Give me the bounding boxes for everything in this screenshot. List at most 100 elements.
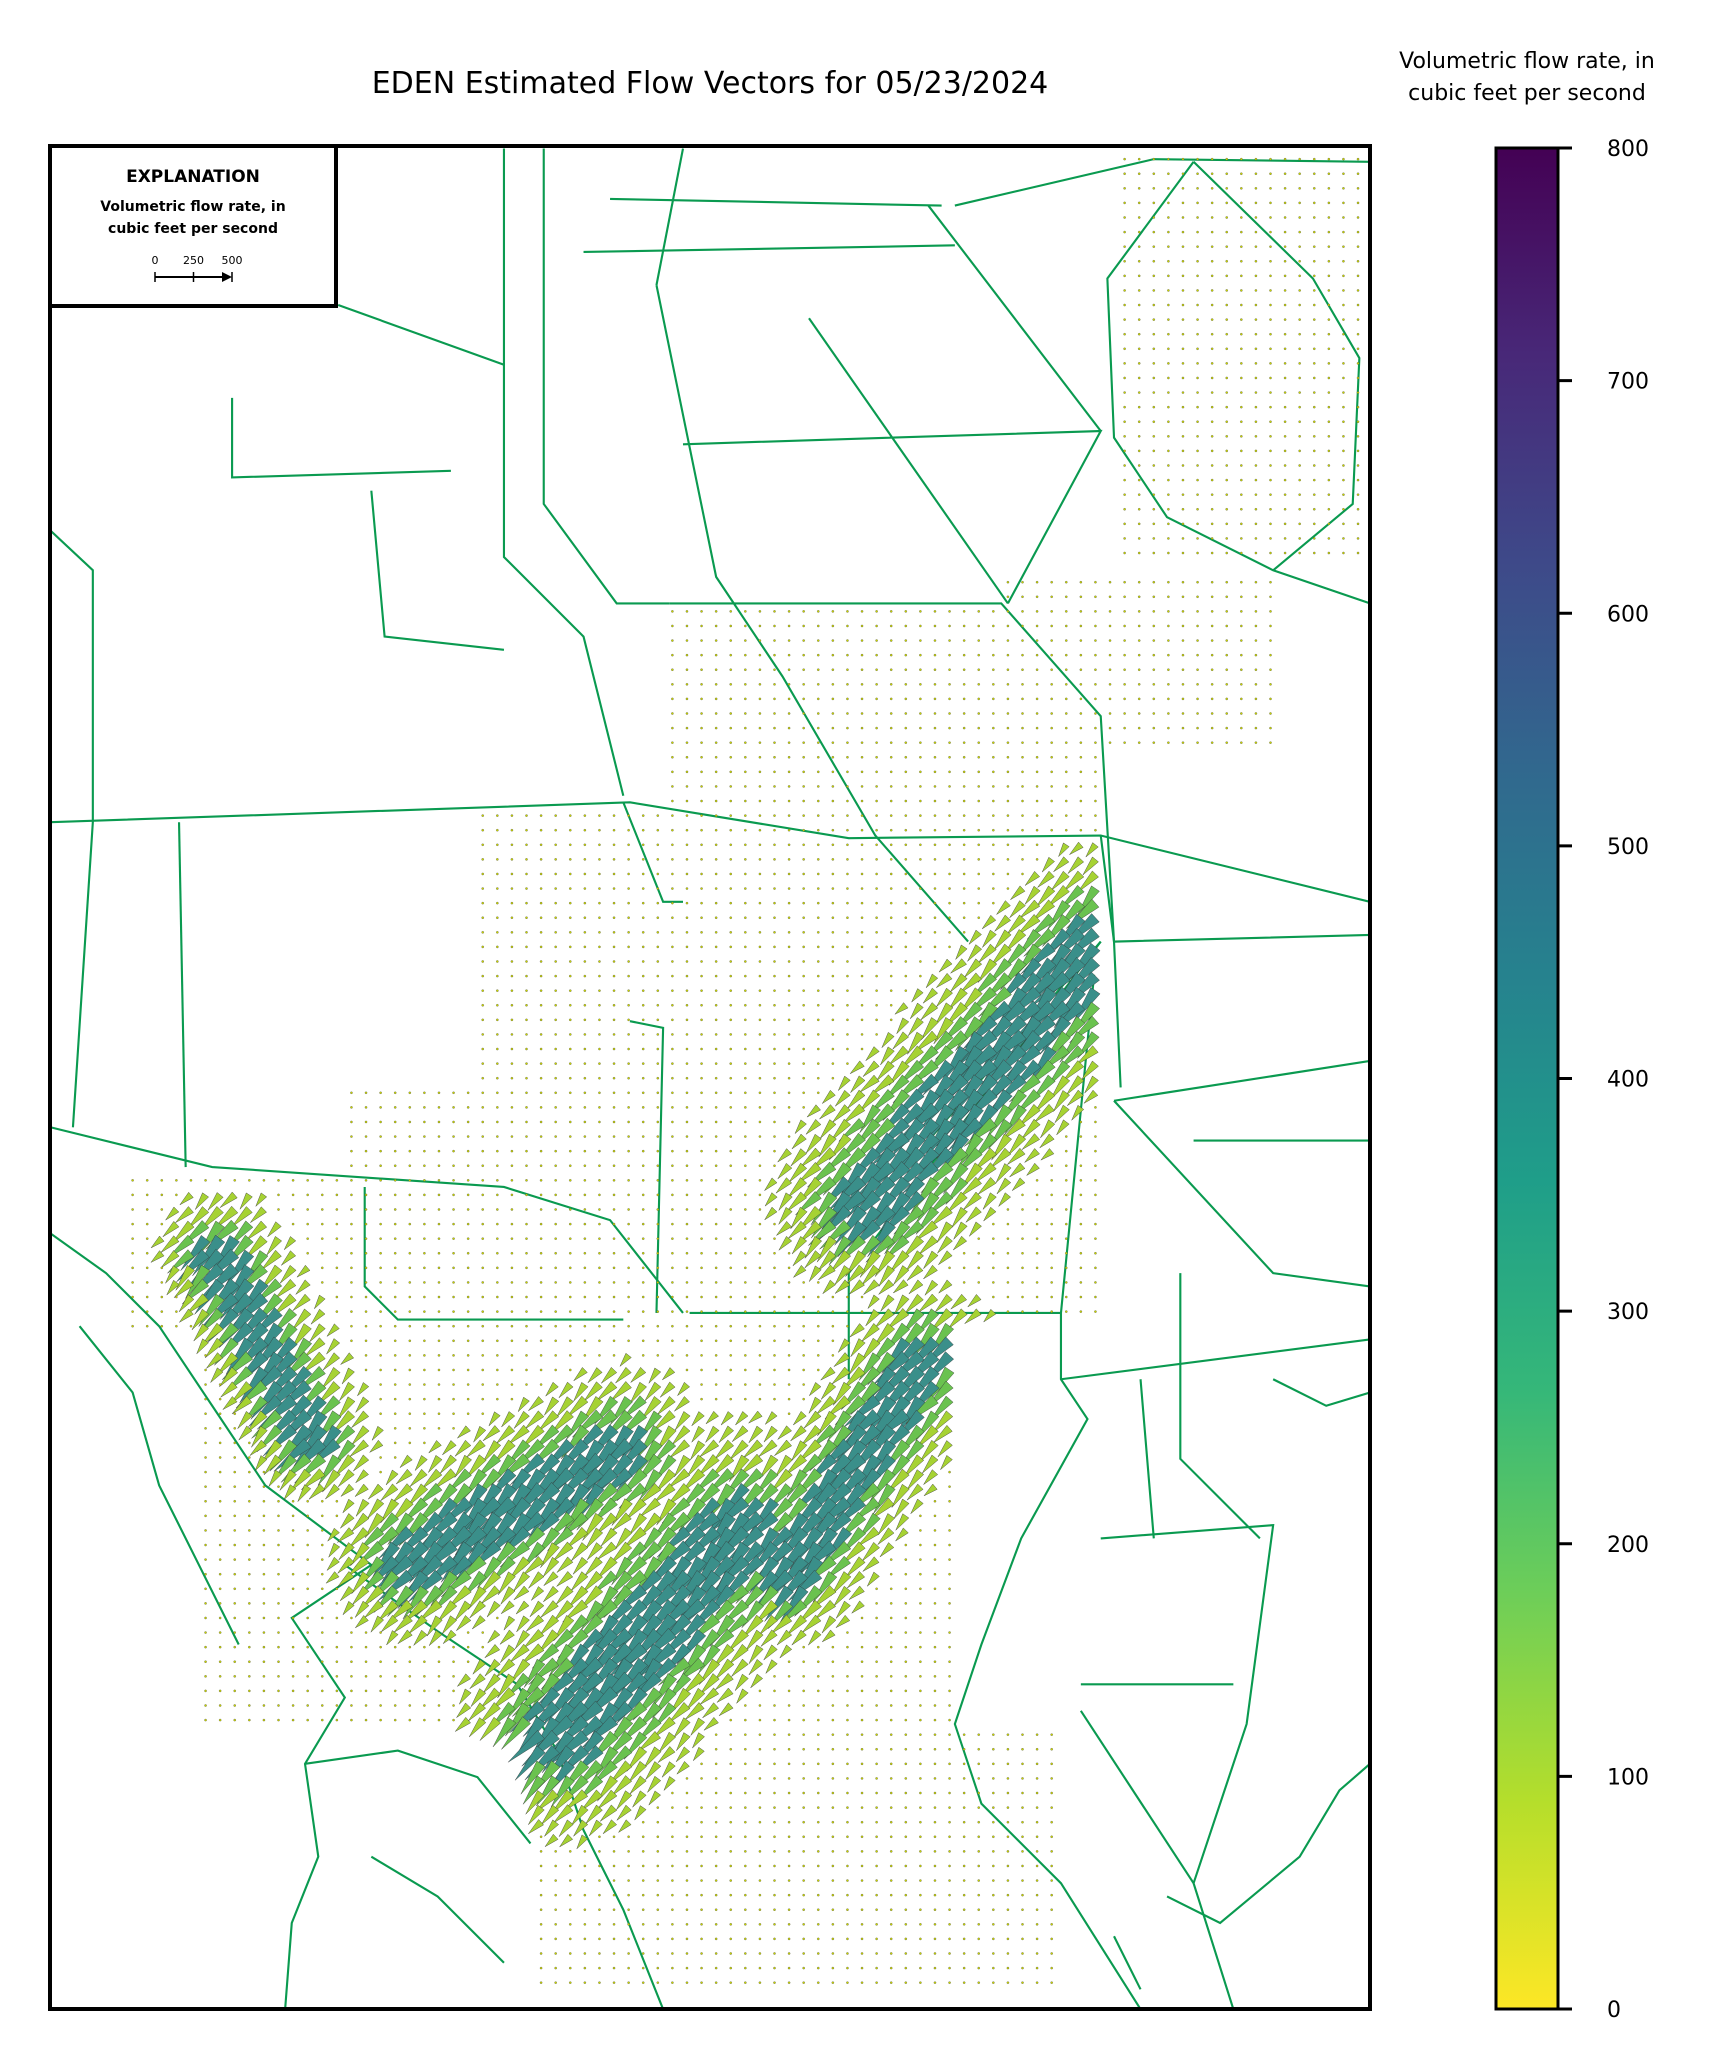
flow-dot: [1007, 1792, 1009, 1794]
flow-dot: [948, 1690, 950, 1692]
flow-dot: [963, 625, 965, 627]
flow-dot: [1240, 727, 1242, 729]
flow-dot: [1138, 464, 1140, 466]
flow-dot: [1226, 683, 1228, 685]
flow-dot: [642, 1865, 644, 1867]
flow-dot: [1036, 683, 1038, 685]
flow-dot: [1240, 552, 1242, 554]
flow-dot: [715, 1777, 717, 1779]
flow-arrow: [691, 1718, 705, 1736]
flow-dot: [511, 887, 513, 889]
flow-dot: [1240, 202, 1242, 204]
flow-dot: [1065, 625, 1067, 627]
flow-dot: [1007, 1982, 1009, 1984]
flow-dot: [1124, 377, 1126, 379]
flow-dot: [1240, 391, 1242, 393]
flow-dot: [1080, 785, 1082, 787]
flow-arrow: [541, 1600, 559, 1617]
flow-dot: [1182, 683, 1184, 685]
flow-dot: [511, 917, 513, 919]
flow-dot: [1167, 581, 1169, 583]
flow-dot: [730, 1734, 732, 1736]
flow-dot: [409, 1135, 411, 1137]
flow-dot: [496, 1121, 498, 1123]
flow-arrow: [457, 1426, 470, 1438]
flow-dot: [1182, 596, 1184, 598]
flow-dot: [905, 1704, 907, 1706]
flow-dot: [350, 1340, 352, 1342]
flow-dot: [803, 712, 805, 714]
flow-arrow: [936, 973, 952, 987]
flow-dot: [1007, 1821, 1009, 1823]
flow-dot: [540, 1033, 542, 1035]
flow-dot: [321, 1500, 323, 1502]
flow-dot: [744, 1121, 746, 1123]
flow-dot: [817, 1063, 819, 1065]
flow-dot: [832, 1894, 834, 1896]
flow-dot: [759, 829, 761, 831]
flow-dot: [1138, 246, 1140, 248]
flow-dot: [1357, 216, 1359, 218]
flow-dot: [934, 1500, 936, 1502]
flow-dot: [759, 1938, 761, 1940]
flow-dot: [832, 815, 834, 817]
flow-dot: [555, 1850, 557, 1852]
flow-dot: [730, 785, 732, 787]
flow-dot: [1211, 435, 1213, 437]
flow-dot: [146, 1267, 148, 1269]
flow-dot: [1080, 1267, 1082, 1269]
flow-dot: [438, 1296, 440, 1298]
flow-dot: [919, 887, 921, 889]
colorbar-ramp: [1496, 148, 1558, 2009]
flow-dot: [700, 669, 702, 671]
flow-dot: [744, 917, 746, 919]
flow-arrow: [866, 1309, 880, 1326]
flow-dot: [919, 1763, 921, 1765]
flow-dot: [759, 712, 761, 714]
flow-dot: [1182, 639, 1184, 641]
flow-dot: [336, 1296, 338, 1298]
flow-dot: [759, 1850, 761, 1852]
flow-arrow: [893, 1032, 909, 1049]
flow-dot: [963, 639, 965, 641]
flow-dot: [321, 1252, 323, 1254]
flow-dot: [1124, 508, 1126, 510]
flow-dot: [876, 873, 878, 875]
flow-dot: [525, 1281, 527, 1283]
flow-dot: [613, 946, 615, 948]
flow-dot: [234, 1704, 236, 1706]
flow-dot: [773, 800, 775, 802]
flow-arrow: [1010, 1163, 1025, 1177]
flow-dot: [350, 1238, 352, 1240]
flow-arrow: [631, 1367, 646, 1382]
flow-dot: [803, 990, 805, 992]
flow-dot: [321, 1194, 323, 1196]
flow-arrow: [808, 1630, 821, 1645]
flow-arrow: [372, 1426, 383, 1440]
flow-dot: [715, 1398, 717, 1400]
flow-dot: [905, 727, 907, 729]
flow-dot: [905, 931, 907, 933]
flow-dot: [307, 1223, 309, 1225]
flow-dot: [876, 1617, 878, 1619]
flow-dot: [730, 1807, 732, 1809]
flow-dot: [861, 1836, 863, 1838]
flow-dot: [846, 975, 848, 977]
flow-dot: [204, 1617, 206, 1619]
flow-dot: [598, 844, 600, 846]
flow-dot: [730, 698, 732, 700]
flow-dot: [380, 1165, 382, 1167]
flow-dot: [773, 1398, 775, 1400]
flow-dot: [890, 800, 892, 802]
flow-dot: [1211, 610, 1213, 612]
flow-dot: [569, 858, 571, 860]
flow-dot: [1065, 712, 1067, 714]
flow-arrow: [836, 1601, 850, 1618]
flow-arrow: [311, 1309, 325, 1324]
flow-dot: [584, 1982, 586, 1984]
flow-dot: [744, 1821, 746, 1823]
flow-dot: [1007, 1836, 1009, 1838]
flow-dot: [452, 1238, 454, 1240]
flow-dot: [948, 1675, 950, 1677]
flow-dot: [773, 1982, 775, 1984]
